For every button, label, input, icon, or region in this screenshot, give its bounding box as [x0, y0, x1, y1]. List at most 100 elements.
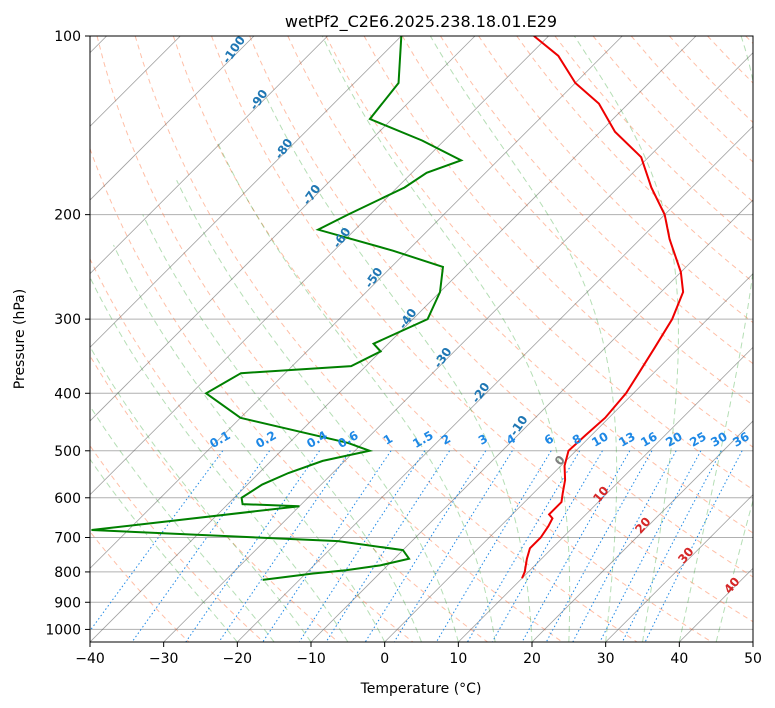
dry-adiabat-line: [90, 444, 264, 642]
mixing-ratio-label: 2: [439, 431, 453, 447]
y-tick-label: 600: [54, 491, 81, 507]
dry-adiabat-line: [211, 36, 753, 623]
dry-adiabat-label: -70: [300, 182, 324, 208]
y-tick-label: 700: [54, 531, 81, 547]
mixing-ratio-label: 13: [616, 429, 637, 449]
dry-adiabat-line: [90, 147, 488, 642]
isotherm-line: [90, 36, 623, 569]
isotherm-line: [310, 199, 753, 642]
moist-adiabat-label: 30: [675, 545, 696, 567]
moist-adiabat-line: [90, 405, 275, 642]
mixing-ratio-label: 30: [708, 429, 729, 449]
moist-adiabat-line: [176, 180, 459, 642]
y-tick-label: 800: [54, 565, 81, 581]
moist-adiabat-label: 40: [721, 575, 742, 597]
dry-adiabat-line: [707, 36, 753, 84]
moist-adiabat-line: [90, 345, 312, 642]
dry-adiabat-line: [363, 36, 753, 448]
y-tick-label: 400: [54, 386, 81, 402]
moist-adiabat-line: [573, 36, 679, 642]
moist-adiabat-line: [142, 214, 422, 642]
dewpoint-profile-line: [91, 36, 464, 581]
mixing-ratio-label: 16: [638, 429, 659, 449]
mixing-ratio-line: [467, 450, 581, 642]
mixing-ratio-label: 10: [589, 429, 610, 449]
moist-adiabat-line: [321, 36, 571, 642]
isotherm-line: [90, 36, 476, 422]
x-tick-label: −30: [149, 651, 179, 667]
dry-adiabat-line: [134, 36, 638, 642]
mixing-ratio-line: [262, 450, 392, 642]
isotherm-line: [605, 494, 753, 642]
dry-adiabat-label: -90: [247, 87, 271, 113]
mixing-ratio-label: 36: [730, 429, 751, 449]
mixing-ratio-line: [218, 450, 351, 642]
y-tick-label: 100: [54, 29, 81, 45]
mixing-ratio-line: [599, 450, 702, 642]
dry-adiabat-line: [325, 36, 753, 491]
mixing-ratio-line: [572, 450, 677, 642]
moist-adiabat-line: [113, 244, 386, 642]
mixing-ratio-label: 25: [687, 429, 708, 449]
dry-adiabat-line: [249, 36, 753, 578]
x-tick-label: 40: [670, 651, 688, 667]
mixing-ratio-label: 0.2: [253, 428, 278, 451]
isotherm-line: [90, 36, 697, 642]
isotherm-line: [752, 641, 753, 642]
isotherm-line: [237, 125, 753, 642]
mixing-ratio-label: 0.4: [304, 428, 329, 451]
isotherm-line: [531, 420, 753, 642]
moist-adiabat-line: [715, 498, 753, 642]
dry-adiabat-label: -30: [431, 345, 455, 371]
mixing-ratio-line: [185, 450, 320, 642]
isotherm-line: [90, 36, 549, 496]
mixing-ratio-line: [545, 450, 653, 642]
dry-adiabat-label: -80: [272, 136, 296, 162]
moist-adiabat-label: 20: [632, 515, 653, 537]
mixing-ratio-line: [90, 450, 224, 632]
dry-adiabat-label: -100: [219, 33, 248, 66]
dry-adiabat-label: -20: [469, 380, 493, 406]
dry-adiabat-line: [554, 36, 753, 243]
x-tick-label: 10: [449, 651, 467, 667]
mixing-ratio-line: [435, 450, 552, 642]
isotherm-line: [163, 52, 753, 642]
moist-adiabat-line: [263, 93, 533, 642]
mixing-ratio-line: [644, 450, 743, 642]
plot-frame: [89, 35, 754, 643]
x-tick-label: −20: [223, 651, 253, 667]
x-tick-label: 0: [380, 651, 389, 667]
mixing-ratio-line: [393, 450, 513, 642]
isotherm-line: [458, 346, 753, 642]
dry-adiabat-label: -50: [362, 265, 386, 291]
mixing-ratio-line: [621, 450, 722, 642]
moist-adiabat-line: [90, 276, 349, 642]
x-tick-label: 30: [597, 651, 615, 667]
y-tick-label: 300: [54, 312, 81, 328]
isotherm-line: [384, 273, 753, 642]
x-tick-label: 20: [523, 651, 541, 667]
mixing-ratio-line: [298, 450, 426, 642]
y-tick-label: 1000: [45, 622, 81, 638]
y-tick-label: 200: [54, 208, 81, 224]
moist-adiabat-line: [678, 36, 753, 642]
y-tick-label: 900: [54, 595, 81, 611]
dry-adiabat-line: [96, 36, 563, 642]
x-axis-label: Temperature (°C): [360, 681, 482, 697]
isotherm-line: [90, 36, 402, 348]
dry-adiabat-line: [172, 36, 712, 642]
y-tick-label: 500: [54, 444, 81, 460]
dry-adiabat-line: [401, 36, 753, 406]
dry-adiabat-line: [745, 36, 753, 45]
temperature-profile-line: [521, 36, 685, 579]
mixing-ratio-label: 20: [663, 429, 684, 449]
dry-adiabat-line: [478, 36, 753, 324]
isotherm-line: [90, 36, 328, 275]
moist-adiabat-line: [429, 36, 618, 642]
x-tick-label: 50: [744, 651, 762, 667]
mixing-ratio-line: [325, 450, 450, 642]
mixing-ratio-label: 1: [381, 431, 395, 447]
mixing-ratio-label: 3: [476, 431, 490, 447]
